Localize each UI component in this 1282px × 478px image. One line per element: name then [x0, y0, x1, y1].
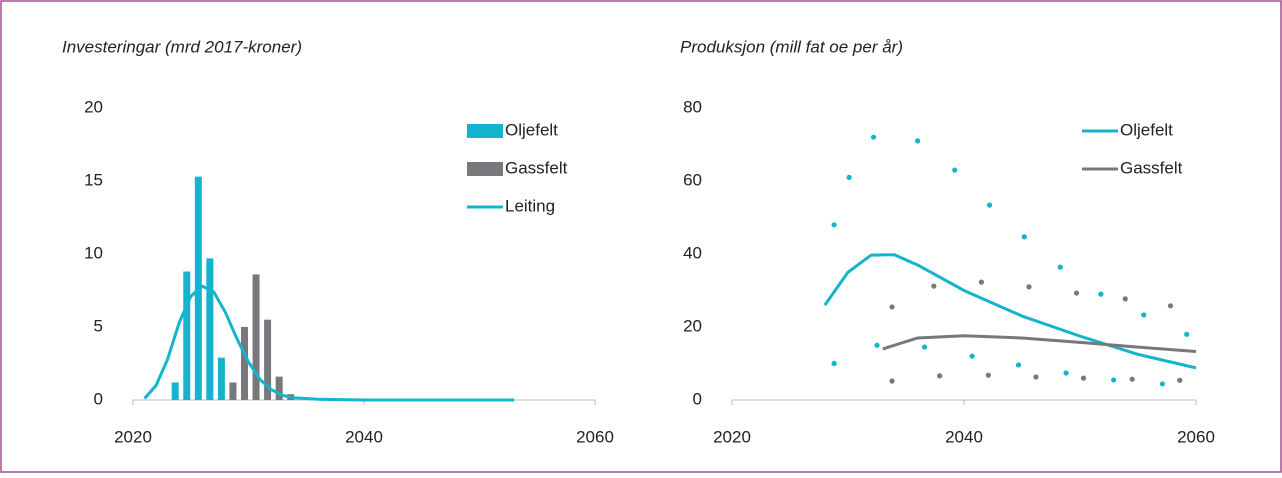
bar [183, 271, 191, 400]
chart-title: Investeringar (mrd 2017-kroner) [62, 37, 302, 56]
x-tick-label: 2040 [345, 427, 383, 446]
y-tick-label: 5 [94, 316, 103, 335]
y-tick-label: 20 [683, 316, 702, 335]
legend-label: Gassfelt [505, 158, 568, 177]
bar [264, 319, 272, 400]
dot [1026, 284, 1032, 290]
y-tick-label: 0 [693, 389, 702, 408]
y-tick-label: 15 [84, 170, 103, 189]
bar [275, 376, 283, 400]
dot [889, 304, 895, 310]
dot [937, 373, 943, 379]
legend-label: Oljefelt [505, 120, 558, 139]
dot [952, 167, 958, 173]
dot [870, 134, 877, 140]
dot [985, 372, 991, 378]
legend-label: Gassfelt [1120, 158, 1183, 177]
dot [874, 342, 880, 348]
bar [171, 382, 179, 400]
y-tick-label: 10 [84, 243, 103, 262]
dot [889, 378, 895, 384]
chart-title: Produksjon (mill fat oe per år) [680, 37, 903, 56]
x-tick-label: 2020 [713, 427, 751, 446]
y-tick-label: 60 [683, 170, 702, 189]
dot [846, 174, 852, 180]
dot [1033, 374, 1039, 380]
dot [1021, 234, 1027, 240]
legend-label: Leiting [505, 196, 555, 215]
x-tick-label: 2040 [945, 427, 983, 446]
x-tick-label: 2060 [1177, 427, 1215, 446]
dot [1184, 331, 1190, 337]
line [823, 253, 1197, 370]
line [882, 334, 1197, 353]
legend-swatch [467, 124, 503, 138]
y-tick-label: 40 [683, 243, 702, 262]
dot [1063, 370, 1069, 376]
line [143, 284, 515, 402]
dot [986, 202, 993, 208]
dot [931, 283, 937, 289]
y-tick-label: 0 [94, 389, 103, 408]
x-tick-label: 2020 [114, 427, 152, 446]
dot [921, 344, 928, 350]
dot [1080, 375, 1087, 381]
dot [1141, 312, 1147, 318]
dot [915, 138, 921, 144]
bar [229, 382, 237, 400]
dot [1098, 291, 1104, 297]
dot [1111, 377, 1117, 383]
bar [241, 327, 248, 400]
y-tick-label: 20 [84, 97, 103, 116]
dot [1073, 290, 1080, 296]
bar [252, 274, 260, 400]
bar [206, 258, 214, 400]
bar [217, 357, 225, 400]
dot [1122, 296, 1128, 302]
dot [831, 360, 837, 367]
dot [1057, 264, 1063, 270]
dot [1015, 362, 1022, 368]
y-tick-label: 80 [683, 97, 702, 116]
dot [1167, 303, 1174, 309]
dot [1177, 377, 1183, 383]
dot [1129, 376, 1135, 382]
dot [831, 222, 837, 228]
x-tick-label: 2060 [576, 427, 614, 446]
legend-swatch [467, 162, 503, 176]
dot [978, 279, 985, 285]
legend-label: Oljefelt [1120, 120, 1173, 139]
dot [969, 353, 975, 359]
dot [1159, 381, 1165, 387]
